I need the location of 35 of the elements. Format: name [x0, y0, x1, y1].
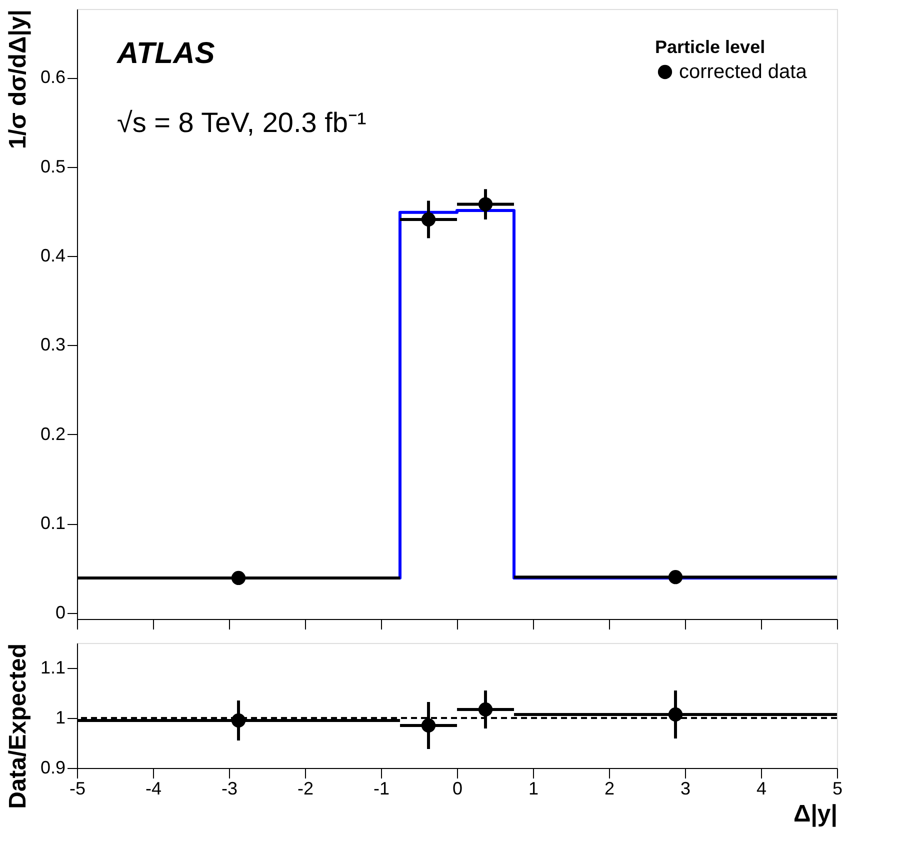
x-tick-label: -2: [297, 778, 314, 798]
x-tick-label: -3: [221, 778, 238, 798]
x-tick-label: 3: [680, 778, 691, 798]
annotation: ATLAS: [116, 37, 215, 70]
y-tick-label: 0.3: [40, 334, 66, 355]
y-tick-label: 1: [55, 708, 66, 728]
y-tick-label: 0.4: [40, 246, 66, 266]
legend-title: Particle level: [655, 37, 766, 57]
y-tick-label: 0.6: [40, 67, 66, 88]
y-tick-label: 1.1: [40, 658, 66, 678]
point: [421, 718, 436, 733]
y-tick-label: 0.5: [40, 156, 66, 176]
point: [478, 702, 493, 717]
x-tick-label: 0: [452, 778, 463, 798]
x-tick-label: -1: [373, 778, 390, 798]
x-tick-label: -4: [145, 778, 162, 798]
legend-label: corrected data: [679, 61, 808, 83]
x-tick-label: 4: [756, 778, 767, 798]
x-tick-label: 2: [604, 778, 615, 798]
point: [478, 197, 493, 212]
y-tick-label: 0.2: [40, 424, 66, 444]
point: [421, 212, 436, 227]
point: [231, 570, 246, 586]
annotation: √s = 8 TeV, 20.3 fb⁻¹: [117, 107, 366, 138]
point: [668, 707, 683, 722]
y-tick-label: 0.9: [40, 758, 66, 778]
y-tick-label: 0.1: [40, 513, 66, 534]
point: [668, 570, 683, 584]
x-tick-label: 5: [832, 778, 843, 798]
y-axis-title: Data/Expected: [4, 644, 32, 809]
y-tick-label: 0: [55, 602, 66, 622]
y-axis-title: 1/σ dσ/dΔ|y|: [4, 10, 32, 150]
x-tick-label: 1: [528, 778, 539, 798]
x-axis-title: Δ|y|: [793, 800, 838, 828]
x-tick-label: -5: [69, 778, 86, 798]
